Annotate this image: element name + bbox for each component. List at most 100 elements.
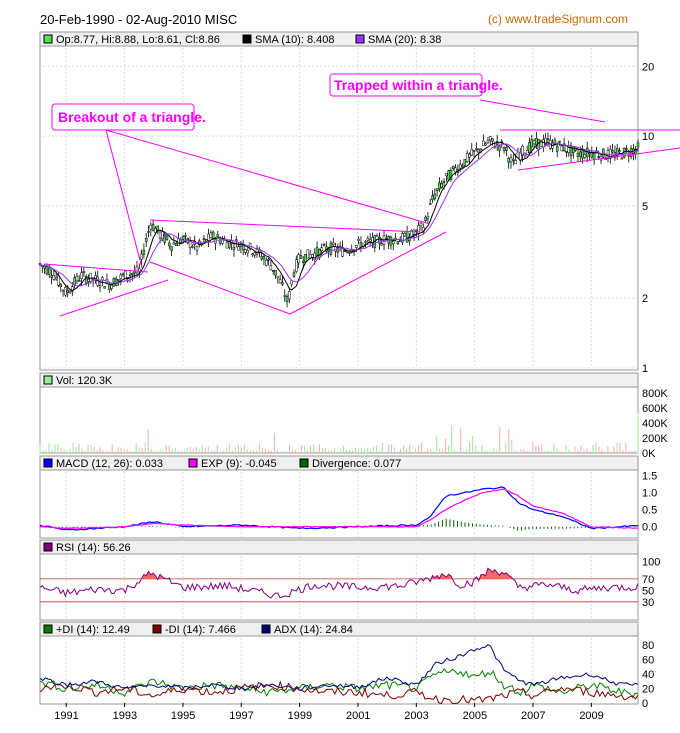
candle-body bbox=[329, 242, 333, 255]
candle-body bbox=[290, 280, 293, 285]
candle-body bbox=[283, 295, 286, 297]
candle-body bbox=[301, 260, 305, 263]
candle-body bbox=[611, 150, 614, 153]
candle-body bbox=[202, 238, 206, 240]
candle-body bbox=[569, 145, 573, 157]
candle-body bbox=[343, 250, 347, 252]
x-tick-label: 2009 bbox=[579, 710, 603, 722]
candle-body bbox=[124, 270, 127, 282]
sma20-line bbox=[39, 142, 639, 287]
candle-body bbox=[151, 223, 155, 231]
volume-y-tick: 200K bbox=[642, 433, 668, 445]
candle-body bbox=[380, 243, 383, 246]
candle-body bbox=[306, 249, 310, 259]
candle-body bbox=[313, 252, 317, 260]
candle-body bbox=[61, 289, 65, 292]
candle-body bbox=[477, 148, 480, 153]
macd-panel: MACD (12, 26): 0.033 EXP (9): -0.045 Div… bbox=[39, 455, 657, 539]
candle-body bbox=[315, 247, 319, 256]
breakout-pointer-line-2 bbox=[105, 129, 143, 269]
annotations: Breakout of a triangle. Trapped within a… bbox=[43, 73, 680, 317]
candle-body bbox=[449, 170, 453, 181]
divergence-legend-swatch bbox=[299, 458, 309, 468]
candle-body bbox=[154, 228, 157, 233]
candle-body bbox=[479, 149, 483, 152]
breakout-pointer-line bbox=[105, 129, 431, 225]
candle-body bbox=[71, 286, 74, 292]
candle-body bbox=[158, 231, 162, 239]
candle-body bbox=[482, 140, 485, 146]
candle-body bbox=[491, 138, 494, 142]
dmi-y-tick: 40 bbox=[642, 669, 654, 681]
sma20-legend: SMA (20): 8.38 bbox=[368, 34, 441, 46]
triangle1-top bbox=[43, 263, 149, 273]
candle-body bbox=[50, 275, 53, 278]
candle-body bbox=[304, 253, 307, 263]
candle-body bbox=[253, 252, 256, 256]
candle-body bbox=[514, 160, 517, 165]
candle-body bbox=[507, 158, 510, 163]
price-y-tick: 2 bbox=[642, 293, 648, 305]
candle-body bbox=[528, 142, 531, 153]
candle-body bbox=[265, 260, 268, 266]
candle-body bbox=[59, 283, 63, 287]
volume-y-tick: 600K bbox=[642, 403, 668, 415]
triangle2-bottom-left bbox=[149, 261, 291, 315]
x-tick-label: 2003 bbox=[404, 710, 428, 722]
candle-body bbox=[488, 136, 492, 141]
triangle2-bottom-right bbox=[289, 231, 447, 315]
candle-body bbox=[445, 173, 448, 177]
candle-body bbox=[211, 231, 215, 239]
candle-body bbox=[433, 193, 437, 199]
candle-body bbox=[415, 229, 418, 232]
candle-body bbox=[209, 232, 213, 239]
candle-body bbox=[484, 143, 487, 146]
candle-body bbox=[260, 256, 263, 260]
candle-body bbox=[281, 282, 284, 285]
candle-body bbox=[620, 157, 624, 160]
candle-body bbox=[207, 233, 210, 241]
candle-body bbox=[163, 234, 166, 243]
candle-body bbox=[565, 150, 568, 153]
candle-body bbox=[502, 147, 506, 151]
exp-legend-swatch bbox=[188, 458, 198, 468]
breakout-label: Breakout of a triangle. bbox=[58, 109, 206, 125]
candle-body bbox=[475, 148, 478, 150]
macd-y-tick: 1.0 bbox=[642, 488, 657, 500]
rsi-y-tick: 30 bbox=[642, 597, 654, 609]
candle-body bbox=[47, 267, 51, 275]
volume-legend: Vol: 120.3K bbox=[56, 375, 113, 387]
candle-body bbox=[542, 139, 545, 148]
candle-body bbox=[45, 266, 49, 275]
candle-body bbox=[366, 238, 370, 241]
candle-body bbox=[516, 151, 520, 158]
candle-body bbox=[274, 270, 277, 276]
candle-body bbox=[297, 254, 300, 264]
candle-body bbox=[54, 277, 58, 280]
triangle1-bottom bbox=[59, 279, 169, 317]
candle-body bbox=[276, 276, 280, 279]
dmi-y-tick: 60 bbox=[642, 655, 654, 667]
candle-body bbox=[597, 156, 600, 158]
trapped-label-box bbox=[329, 73, 483, 97]
candle-body bbox=[470, 149, 474, 156]
candle-body bbox=[463, 159, 467, 166]
candle-body bbox=[237, 246, 240, 251]
candle-body bbox=[553, 139, 557, 146]
candle-body bbox=[82, 271, 86, 273]
dmi-y-tick: 0 bbox=[642, 698, 648, 710]
candle-body bbox=[221, 239, 224, 244]
candle-body bbox=[341, 247, 344, 257]
candle-body bbox=[110, 284, 113, 289]
exp-line bbox=[39, 488, 639, 530]
candle-body bbox=[410, 230, 413, 237]
candle-body bbox=[288, 291, 291, 300]
candle-body bbox=[454, 167, 457, 173]
plus-di-line bbox=[39, 668, 639, 699]
candle-body bbox=[348, 252, 351, 254]
rsi-legend-swatch bbox=[43, 542, 53, 552]
macd-legend-swatch bbox=[43, 458, 53, 468]
x-tick-label: 1991 bbox=[54, 710, 78, 722]
candle-body bbox=[546, 138, 550, 141]
candle-body bbox=[184, 234, 187, 237]
